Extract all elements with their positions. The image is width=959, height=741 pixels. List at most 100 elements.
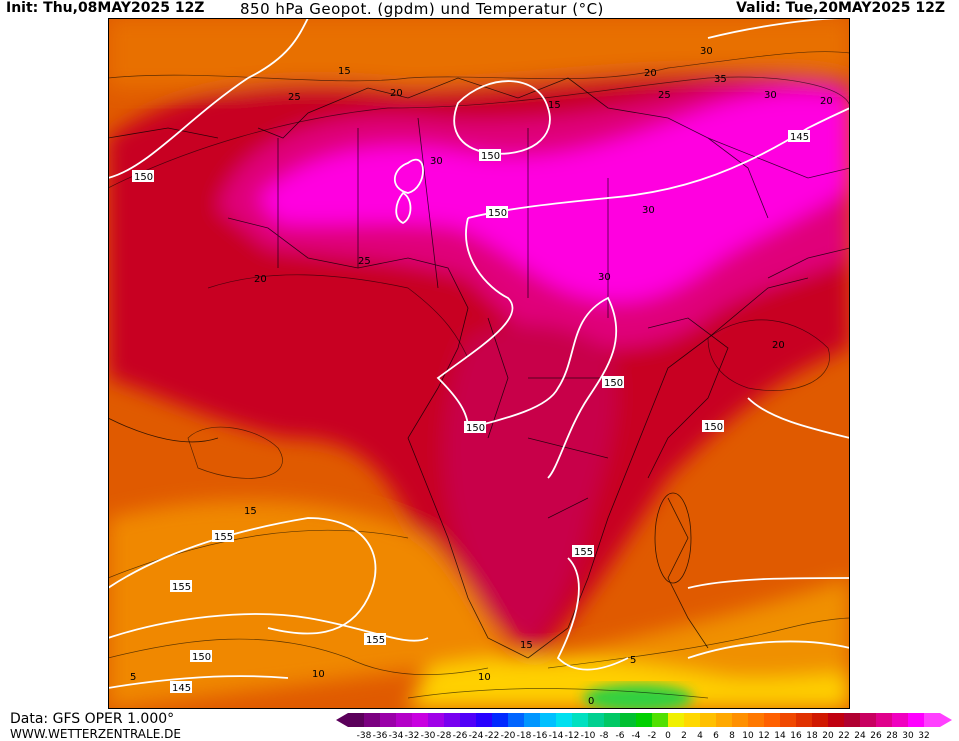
color-scale: -38 -36 -34 -32 -30 -28 -26 -24 -22 -20 -18 -16 -14-… — [336, 713, 952, 741]
geo-label: 155 — [212, 530, 234, 543]
scale-cell — [364, 713, 380, 727]
geo-label: 155 — [170, 580, 192, 593]
temp-label: 15 — [338, 66, 351, 77]
scale-tick-label: -16 — [533, 731, 548, 741]
temp-label: 20 — [772, 340, 785, 351]
scale-tick-label: 14 — [774, 731, 786, 741]
temp-label: 35 — [714, 74, 727, 85]
scale-tick-label: -2 — [648, 731, 657, 741]
geo-label: 150 — [132, 170, 154, 183]
weather-map: 150 150 150 150 155 155 155 155 150 145 … — [108, 18, 850, 709]
scale-tick-label: -38 — [357, 731, 372, 741]
svg-text:150: 150 — [488, 208, 507, 219]
scale-cell — [508, 713, 524, 727]
geo-label: 150 — [479, 149, 501, 162]
svg-text:155: 155 — [574, 547, 593, 558]
temp-label: 30 — [642, 205, 655, 216]
temp-label: 0 — [588, 696, 594, 707]
scale-tick-label: 16 — [790, 731, 802, 741]
scale-tick-label: 4 — [697, 731, 703, 741]
geo-label: 150 — [602, 376, 624, 389]
geopotential-contours — [108, 18, 850, 689]
scale-cell — [828, 713, 844, 727]
svg-text:150: 150 — [704, 422, 723, 433]
scale-cell — [796, 713, 812, 727]
scale-tick-label: -24 — [469, 731, 484, 741]
temp-label: 10 — [478, 672, 491, 683]
scale-tick-label: 18 — [806, 731, 818, 741]
temp-label: 10 — [312, 669, 325, 680]
scale-cell — [444, 713, 460, 727]
scale-cell — [652, 713, 668, 727]
svg-text:145: 145 — [172, 683, 191, 694]
scale-cell — [924, 713, 940, 727]
map-title: 850 hPa Geopot. (gpdm) und Temperatur (°… — [240, 0, 604, 18]
scale-cell — [348, 713, 364, 727]
data-source: Data: GFS OPER 1.000° — [10, 711, 175, 727]
scale-tick-label: 26 — [870, 731, 882, 741]
scale-tick-label: -4 — [632, 731, 641, 741]
temp-label: 30 — [764, 90, 777, 101]
scale-tick-label: 0 — [665, 731, 671, 741]
valid-time: Valid: Tue,20MAY2025 12Z — [736, 0, 945, 16]
temp-field-cool — [408, 657, 850, 709]
scale-tick-label: -6 — [616, 731, 625, 741]
temp-label: 5 — [130, 672, 136, 683]
scale-arrow-left — [336, 713, 348, 727]
scale-tick-label: -12 — [565, 731, 580, 741]
temp-label: 15 — [548, 100, 561, 111]
scale-tick-label: -32 — [405, 731, 420, 741]
scale-tick-label: 32 — [918, 731, 929, 741]
scale-cell — [540, 713, 556, 727]
temp-label: 30 — [430, 156, 443, 167]
scale-cell — [700, 713, 716, 727]
scale-cell — [572, 713, 588, 727]
scale-cell — [556, 713, 572, 727]
svg-text:150: 150 — [604, 378, 623, 389]
geo-label: 150 — [464, 421, 486, 434]
svg-text:150: 150 — [481, 151, 500, 162]
svg-text:150: 150 — [466, 423, 485, 434]
temp-label: 15 — [244, 506, 257, 517]
svg-text:150: 150 — [192, 652, 211, 663]
scale-arrow-right — [940, 713, 952, 727]
scale-cell — [844, 713, 860, 727]
scale-cell — [524, 713, 540, 727]
scale-cell — [780, 713, 796, 727]
scale-cell — [428, 713, 444, 727]
scale-tick-label: -22 — [485, 731, 500, 741]
scale-cell — [812, 713, 828, 727]
scale-cell — [684, 713, 700, 727]
scale-tick-label: -20 — [501, 731, 516, 741]
scale-cell — [732, 713, 748, 727]
temp-label: 30 — [598, 272, 611, 283]
scale-cell — [876, 713, 892, 727]
scale-cell — [908, 713, 924, 727]
map-frame — [108, 18, 850, 709]
scale-tick-label: -26 — [453, 731, 468, 741]
scale-cell — [396, 713, 412, 727]
scale-tick-label: 8 — [729, 731, 735, 741]
scale-cell — [668, 713, 684, 727]
scale-tick-label: -36 — [373, 731, 388, 741]
svg-text:150: 150 — [134, 172, 153, 183]
scale-tick-label: -28 — [437, 731, 452, 741]
scale-tick-label: 6 — [713, 731, 719, 741]
country-borders — [108, 77, 850, 659]
scale-cell — [636, 713, 652, 727]
temp-label: 20 — [254, 274, 267, 285]
svg-text:145: 145 — [790, 132, 809, 143]
scale-tick-label: -8 — [600, 731, 609, 741]
geo-label: 155 — [364, 633, 386, 646]
scale-cell — [716, 713, 732, 727]
svg-text:155: 155 — [366, 635, 385, 646]
temp-label: 20 — [820, 96, 833, 107]
scale-tick-label: 28 — [886, 731, 898, 741]
scale-cell — [748, 713, 764, 727]
scale-cell — [620, 713, 636, 727]
svg-text:155: 155 — [214, 532, 233, 543]
geopotential-labels: 150 150 150 150 155 155 155 155 150 145 … — [132, 130, 810, 694]
temp-label: 20 — [644, 68, 657, 79]
scale-tick-label: 30 — [902, 731, 914, 741]
temp-label: 20 — [390, 88, 403, 99]
